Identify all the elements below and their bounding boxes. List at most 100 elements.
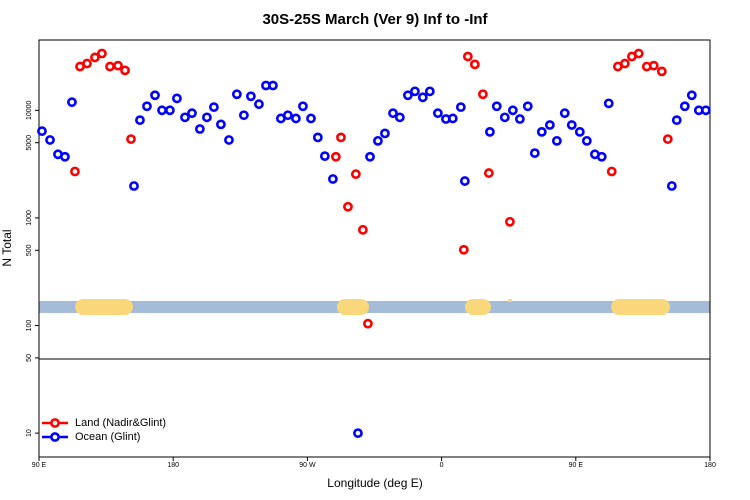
point — [478, 89, 488, 100]
point — [180, 112, 190, 123]
point — [662, 134, 673, 144]
point — [60, 151, 70, 162]
point — [336, 132, 346, 143]
point — [469, 59, 480, 70]
point — [135, 115, 145, 126]
point — [679, 101, 690, 112]
point — [45, 135, 55, 145]
x-tick-label: 90 W — [299, 462, 316, 469]
point — [459, 176, 470, 186]
point — [172, 93, 182, 104]
point — [648, 60, 659, 71]
legend-label: Land (Nadir&Glint) — [75, 417, 166, 429]
point — [388, 108, 398, 119]
x-tick-label: 90 E — [32, 462, 47, 469]
point — [424, 86, 435, 97]
x-tick-label: 180 — [704, 462, 716, 469]
point — [231, 89, 242, 100]
point — [559, 108, 570, 119]
point — [544, 120, 555, 130]
point — [282, 110, 293, 121]
ocean-strip — [39, 301, 710, 313]
point — [194, 124, 205, 134]
point — [656, 66, 667, 77]
point — [343, 201, 353, 212]
point — [403, 90, 413, 101]
point — [224, 135, 234, 145]
point — [165, 105, 175, 116]
point — [268, 80, 278, 91]
point — [187, 108, 197, 119]
point — [353, 428, 363, 439]
point — [380, 128, 390, 139]
point — [357, 224, 368, 235]
point — [671, 115, 682, 126]
point — [504, 216, 515, 227]
point — [216, 119, 226, 130]
point — [700, 105, 711, 116]
point — [536, 126, 547, 137]
legend-marker — [50, 432, 60, 442]
point — [319, 151, 330, 162]
point — [462, 51, 473, 62]
point — [566, 120, 577, 130]
point — [581, 135, 592, 146]
point — [291, 113, 301, 124]
point — [514, 114, 525, 124]
point — [606, 166, 617, 177]
point — [238, 110, 249, 121]
land-strip — [611, 299, 670, 315]
land-strip — [75, 299, 133, 315]
point — [619, 58, 630, 69]
chart-title: 30S-25S March (Ver 9) Inf to -Inf — [262, 11, 488, 28]
point — [483, 168, 494, 178]
x-axis-label: Longitude (deg E) — [327, 476, 422, 490]
y-tick-label: 500 — [26, 244, 33, 256]
x-tick-label: 0 — [440, 462, 444, 469]
point — [113, 60, 123, 71]
point — [394, 112, 405, 123]
land-strip — [508, 299, 512, 302]
point — [373, 135, 383, 146]
point — [330, 151, 341, 162]
point — [410, 86, 420, 97]
land-strip — [337, 299, 369, 315]
point — [254, 99, 264, 110]
y-tick-label: 5000 — [26, 135, 33, 151]
point — [298, 101, 308, 112]
point — [499, 112, 510, 123]
point — [82, 58, 92, 69]
x-tick-label: 180 — [167, 462, 179, 469]
y-tick-label: 1000 — [26, 210, 33, 226]
point — [67, 97, 77, 108]
point — [142, 101, 152, 112]
point — [150, 90, 160, 101]
legend-marker — [50, 418, 60, 428]
point — [491, 101, 502, 112]
point — [458, 244, 469, 255]
y-axis-label: N Total — [0, 229, 14, 266]
point — [245, 91, 256, 102]
point — [666, 181, 677, 191]
point — [551, 135, 562, 146]
point — [633, 48, 644, 59]
point — [686, 90, 697, 101]
point — [129, 181, 139, 191]
point — [126, 134, 136, 144]
point — [485, 126, 495, 137]
y-tick-label: 10 — [26, 429, 33, 437]
point — [327, 174, 338, 184]
point — [363, 318, 373, 329]
point — [350, 169, 361, 180]
point — [209, 102, 219, 113]
y-tick-label: 100 — [26, 320, 33, 332]
point — [574, 126, 585, 137]
point — [365, 151, 375, 162]
x-tick-label: 90 E — [569, 462, 584, 469]
surface-band — [39, 299, 710, 315]
point — [37, 126, 47, 137]
point — [522, 101, 533, 112]
point — [97, 48, 107, 59]
y-tick-label: 50 — [26, 354, 33, 362]
point — [447, 113, 458, 124]
